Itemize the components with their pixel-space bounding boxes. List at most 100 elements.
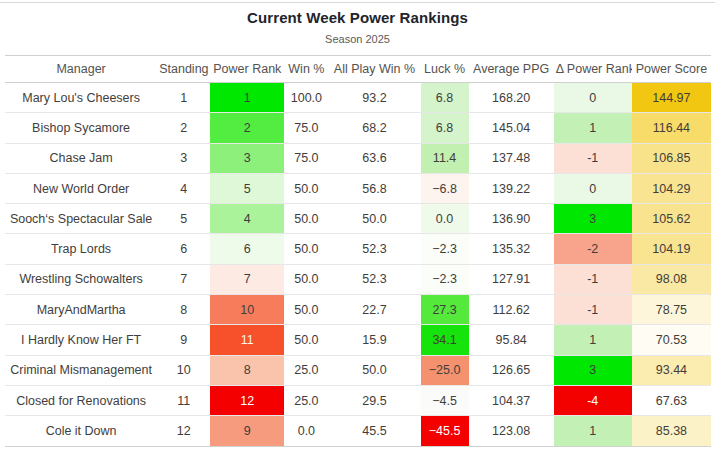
win-pct-cell: 50.0	[284, 264, 328, 294]
avg-ppg-cell: 145.04	[469, 113, 554, 143]
power-score-cell: 78.75	[632, 295, 711, 325]
standing-cell: 9	[157, 325, 210, 355]
power-score-cell: 104.29	[632, 173, 711, 203]
luck-pct-cell: −25.0	[421, 355, 469, 385]
power-score-cell: 85.38	[632, 416, 711, 446]
luck-pct-cell: −2.3	[421, 234, 469, 264]
win-pct-cell: 25.0	[284, 355, 328, 385]
all-play-win-pct-cell: 45.5	[328, 416, 420, 446]
power-rank-cell: 10	[210, 295, 284, 325]
column-header-delta-power-rank: Δ Power Rank	[554, 56, 632, 83]
delta-power-rank-cell: 3	[554, 355, 632, 385]
standing-cell: 7	[157, 264, 210, 294]
standing-cell: 5	[157, 204, 210, 234]
luck-pct-cell: 27.3	[421, 295, 469, 325]
all-play-win-pct-cell: 52.3	[328, 234, 420, 264]
standing-cell: 3	[157, 143, 210, 173]
luck-pct-cell: 11.4	[421, 143, 469, 173]
power-score-cell: 93.44	[632, 355, 711, 385]
win-pct-cell: 50.0	[284, 173, 328, 203]
manager-cell: Bishop Sycamore	[5, 113, 157, 143]
win-pct-cell: 50.0	[284, 234, 328, 264]
avg-ppg-cell: 127.91	[469, 264, 554, 294]
delta-power-rank-cell: 1	[554, 416, 632, 446]
power-rank-cell: 8	[210, 355, 284, 385]
delta-power-rank-cell: -4	[554, 385, 632, 415]
standing-cell: 2	[157, 113, 210, 143]
delta-power-rank-cell: -1	[554, 143, 632, 173]
avg-ppg-cell: 112.62	[469, 295, 554, 325]
power-rank-cell: 6	[210, 234, 284, 264]
rankings-body: Mary Lou's Cheesers11100.093.26.8168.200…	[5, 83, 711, 447]
standing-cell: 10	[157, 355, 210, 385]
avg-ppg-cell: 139.22	[469, 173, 554, 203]
all-play-win-pct-cell: 50.0	[328, 355, 420, 385]
manager-cell: Mary Lou's Cheesers	[5, 83, 157, 113]
power-score-cell: 67.63	[632, 385, 711, 415]
power-rank-cell: 7	[210, 264, 284, 294]
win-pct-cell: 25.0	[284, 385, 328, 415]
manager-cell: Sooch‘s Spectacular Sale	[5, 204, 157, 234]
luck-pct-cell: −2.3	[421, 264, 469, 294]
column-header-luck-pct: Luck %	[421, 56, 469, 83]
standing-cell: 4	[157, 173, 210, 203]
table-row: Wrestling Schowalters7750.052.3−2.3127.9…	[5, 264, 711, 294]
delta-power-rank-cell: 1	[554, 113, 632, 143]
power-rank-cell: 1	[210, 83, 284, 113]
standing-cell: 8	[157, 295, 210, 325]
all-play-win-pct-cell: 56.8	[328, 173, 420, 203]
win-pct-cell: 100.0	[284, 83, 328, 113]
manager-cell: Chase Jam	[5, 143, 157, 173]
all-play-win-pct-cell: 22.7	[328, 295, 420, 325]
page-title: Current Week Power Rankings	[0, 9, 715, 26]
win-pct-cell: 50.0	[284, 325, 328, 355]
header-row: ManagerStandingPower RankWin %All Play W…	[5, 56, 711, 83]
table-row: New World Order4550.056.8−6.8139.220104.…	[5, 173, 711, 203]
column-header-standing: Standing	[157, 56, 210, 83]
all-play-win-pct-cell: 29.5	[328, 385, 420, 415]
power-rankings-table: ManagerStandingPower RankWin %All Play W…	[5, 55, 711, 447]
column-header-power-rank: Power Rank	[210, 56, 284, 83]
avg-ppg-cell: 104.37	[469, 385, 554, 415]
column-header-win-pct: Win %	[284, 56, 328, 83]
standing-cell: 12	[157, 416, 210, 446]
delta-power-rank-cell: 3	[554, 204, 632, 234]
power-rank-cell: 12	[210, 385, 284, 415]
luck-pct-cell: −4.5	[421, 385, 469, 415]
standing-cell: 1	[157, 83, 210, 113]
manager-cell: Criminal Mismanagement	[5, 355, 157, 385]
power-rank-cell: 2	[210, 113, 284, 143]
win-pct-cell: 75.0	[284, 113, 328, 143]
manager-cell: Cole it Down	[5, 416, 157, 446]
avg-ppg-cell: 126.65	[469, 355, 554, 385]
column-header-avg-ppg: Average PPG	[469, 56, 554, 83]
power-rank-cell: 4	[210, 204, 284, 234]
column-header-all-play-win-pct: All Play Win %	[328, 56, 420, 83]
all-play-win-pct-cell: 63.6	[328, 143, 420, 173]
table-row: Chase Jam3375.063.611.4137.48-1106.85	[5, 143, 711, 173]
all-play-win-pct-cell: 52.3	[328, 264, 420, 294]
avg-ppg-cell: 95.84	[469, 325, 554, 355]
all-play-win-pct-cell: 93.2	[328, 83, 420, 113]
table-row: Criminal Mismanagement10825.050.0−25.012…	[5, 355, 711, 385]
manager-cell: Trap Lords	[5, 234, 157, 264]
win-pct-cell: 0.0	[284, 416, 328, 446]
manager-cell: I Hardly Know Her FT	[5, 325, 157, 355]
column-header-power-score: Power Score	[632, 56, 711, 83]
all-play-win-pct-cell: 68.2	[328, 113, 420, 143]
power-rank-cell: 9	[210, 416, 284, 446]
win-pct-cell: 50.0	[284, 295, 328, 325]
avg-ppg-cell: 137.48	[469, 143, 554, 173]
manager-cell: MaryAndMartha	[5, 295, 157, 325]
table-row: Cole it Down1290.045.5−45.5123.08185.38	[5, 416, 711, 446]
luck-pct-cell: 6.8	[421, 113, 469, 143]
all-play-win-pct-cell: 15.9	[328, 325, 420, 355]
luck-pct-cell: −45.5	[421, 416, 469, 446]
power-score-cell: 106.85	[632, 143, 711, 173]
power-rank-cell: 3	[210, 143, 284, 173]
power-score-cell: 98.08	[632, 264, 711, 294]
table-row: I Hardly Know Her FT91150.015.934.195.84…	[5, 325, 711, 355]
win-pct-cell: 75.0	[284, 143, 328, 173]
table-row: Sooch‘s Spectacular Sale5450.050.00.0136…	[5, 204, 711, 234]
manager-cell: New World Order	[5, 173, 157, 203]
